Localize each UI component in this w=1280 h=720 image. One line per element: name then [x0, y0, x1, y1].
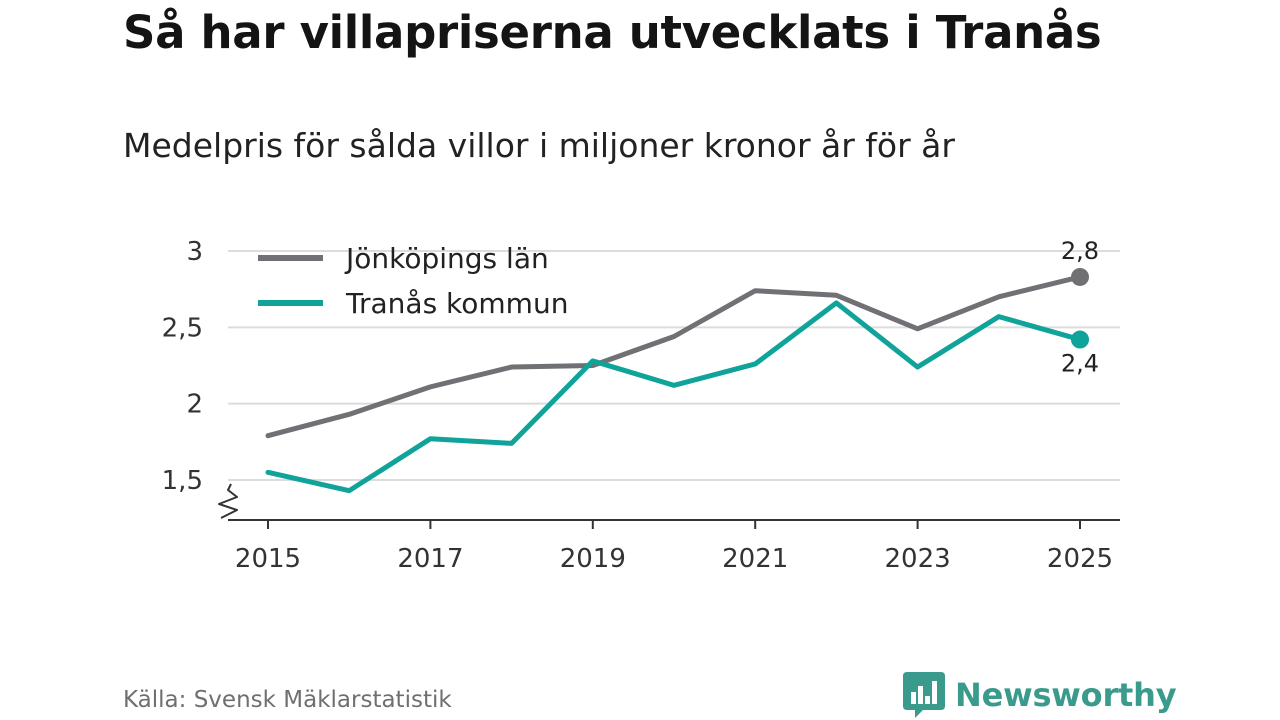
series-line — [265, 274, 1083, 439]
series-line — [265, 300, 1083, 494]
legend-label: Jönköpings län — [344, 242, 549, 275]
y-tick-label: 2 — [186, 390, 203, 420]
x-tick-label: 2023 — [885, 544, 951, 574]
end-value-label: 2,4 — [1061, 350, 1099, 378]
legend: Jönköpings län Tranås kommun — [258, 242, 568, 320]
y-tick-label: 2,5 — [162, 313, 203, 343]
legend-label: Tranås kommun — [345, 287, 568, 320]
x-tick-label: 2021 — [722, 544, 788, 574]
x-tick-label: 2025 — [1047, 544, 1113, 574]
grid-lines — [228, 250, 1120, 481]
y-tick-label: 1,5 — [162, 466, 203, 496]
series-lines: 2,8 2,4 — [265, 237, 1099, 494]
brand-logo: Newsworthy — [903, 672, 1177, 718]
x-tick-label: 2019 — [560, 544, 626, 574]
brand-name: Newsworthy — [955, 676, 1177, 714]
chart-title: Så har villapriserna utvecklats i Tranås — [123, 6, 1102, 59]
chart-subtitle: Medelpris för sålda villor i miljoner kr… — [123, 126, 955, 165]
axis-break-mark — [218, 483, 238, 519]
axes: 1,5 2 2,5 3 2015 2017 2019 2021 2023 2025 — [162, 237, 1120, 574]
end-marker — [1071, 267, 1089, 286]
y-tick-label: 3 — [186, 237, 203, 267]
x-tick-label: 2015 — [235, 544, 301, 574]
source-note: Källa: Svensk Mäklarstatistik — [123, 687, 452, 713]
end-value-label: 2,8 — [1061, 237, 1099, 265]
end-marker — [1071, 330, 1089, 349]
newsworthy-logo-icon — [903, 672, 945, 718]
x-tick-label: 2017 — [397, 544, 463, 574]
